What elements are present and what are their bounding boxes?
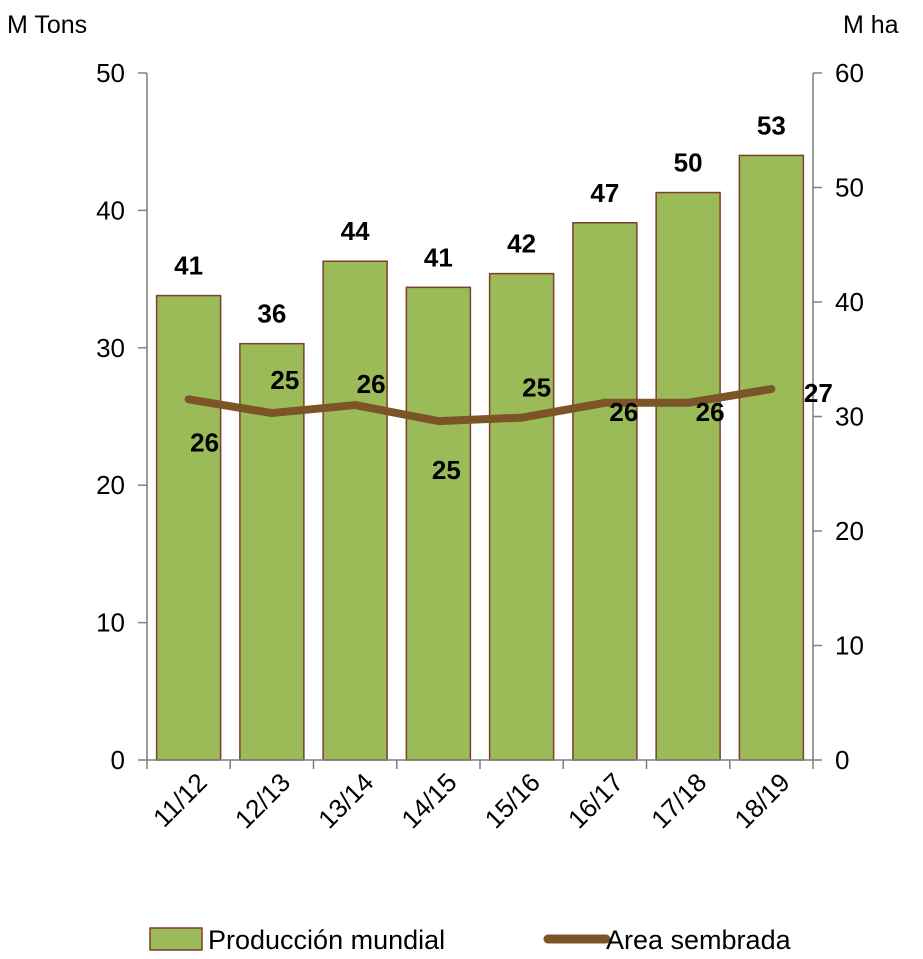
data-label-area-sembrada-16-17: 26 bbox=[609, 397, 638, 427]
y-left-tick-label-20: 20 bbox=[96, 470, 125, 500]
data-label-area-sembrada-12-13: 25 bbox=[270, 365, 299, 395]
x-tick-label-18-19: 18/19 bbox=[728, 767, 795, 834]
x-tick-label-16-17: 16/17 bbox=[562, 767, 629, 834]
y-right-tick-label-60: 60 bbox=[835, 58, 864, 88]
data-label-produccion-mundial-11-12: 41 bbox=[174, 251, 203, 281]
data-label-produccion-mundial-14-15: 41 bbox=[424, 242, 453, 272]
y-right-tick-label-30: 30 bbox=[835, 402, 864, 432]
bars-group bbox=[155, 154, 805, 761]
data-label-area-sembrada-13-14: 26 bbox=[357, 369, 386, 399]
y-left-tick-label-0: 0 bbox=[111, 745, 125, 775]
legend: Producción mundial Area sembrada bbox=[149, 925, 792, 955]
data-label-area-sembrada-17-18: 26 bbox=[696, 397, 725, 427]
data-label-area-sembrada-11-12: 26 bbox=[190, 427, 219, 457]
y-left-tick-label-40: 40 bbox=[96, 195, 125, 225]
data-label-produccion-mundial-13-14: 44 bbox=[341, 216, 370, 246]
bar-produccion-mundial-11-12 bbox=[155, 294, 222, 761]
data-label-produccion-mundial-17-18: 50 bbox=[674, 148, 703, 178]
line-area-sembrada bbox=[184, 385, 776, 426]
line-group bbox=[184, 385, 776, 426]
legend-label-produccion-mundial: Producción mundial bbox=[208, 925, 445, 955]
x-tick-label-15-16: 15/16 bbox=[479, 767, 546, 834]
x-tick-label-13-14: 13/14 bbox=[312, 767, 379, 834]
legend-label-area-sembrada: Area sembrada bbox=[606, 925, 792, 955]
y-right-tick-label-40: 40 bbox=[835, 287, 864, 317]
y-left-tick-label-50: 50 bbox=[96, 58, 125, 88]
x-tick-label-11-12: 11/12 bbox=[147, 767, 213, 833]
data-label-produccion-mundial-15-16: 42 bbox=[507, 229, 536, 259]
data-label-area-sembrada-14-15: 25 bbox=[432, 455, 461, 485]
y-right-tick-label-10: 10 bbox=[835, 631, 864, 661]
data-label-produccion-mundial-16-17: 47 bbox=[590, 178, 619, 208]
y-right-tick-label-50: 50 bbox=[835, 173, 864, 203]
bar-produccion-mundial-16-17 bbox=[572, 222, 638, 761]
y-left-tick-label-30: 30 bbox=[96, 333, 125, 363]
x-tick-label-17-18: 17/18 bbox=[645, 767, 712, 834]
data-label-produccion-mundial-18-19: 53 bbox=[757, 110, 786, 140]
bar-produccion-mundial-17-18 bbox=[655, 191, 721, 761]
data-label-area-sembrada-18-19: 27 bbox=[804, 378, 833, 408]
x-tick-label-14-15: 14/15 bbox=[395, 767, 462, 834]
y-right-tick-label-0: 0 bbox=[835, 745, 849, 775]
labels-group: 41 36 44 41 42 47 50 53 26 25 26 25 25 26 26 27 bbox=[174, 110, 833, 485]
y-right-tick-label-20: 20 bbox=[835, 516, 864, 546]
bar-produccion-mundial-13-14 bbox=[322, 260, 388, 761]
x-tick-label-12-13: 12/13 bbox=[229, 767, 296, 834]
y-right-unit-label: M ha bbox=[843, 11, 899, 39]
bar-produccion-mundial-14-15 bbox=[405, 286, 472, 761]
y-left-tick-label-10: 10 bbox=[96, 608, 125, 638]
bar-produccion-mundial-15-16 bbox=[488, 272, 555, 761]
legend-swatch-produccion-mundial bbox=[149, 927, 203, 951]
bar-produccion-mundial-18-19 bbox=[738, 154, 805, 761]
data-label-produccion-mundial-12-13: 36 bbox=[257, 299, 286, 329]
data-label-area-sembrada-15-16: 25 bbox=[522, 373, 551, 403]
y-left-unit-label: M Tons bbox=[7, 11, 87, 39]
